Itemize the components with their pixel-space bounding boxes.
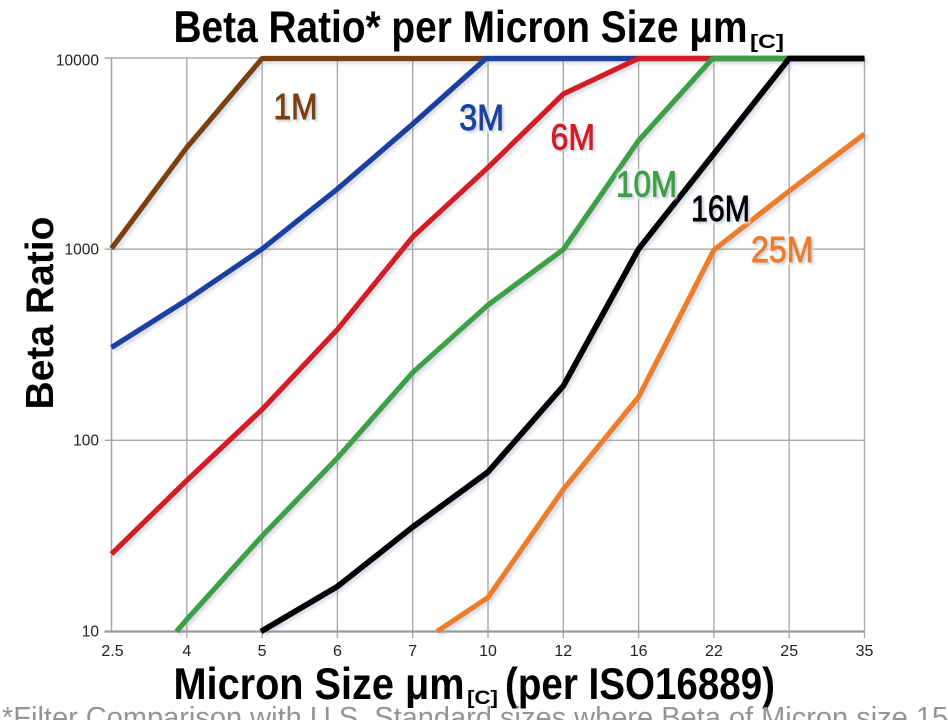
svg-text:10: 10 xyxy=(479,643,497,660)
svg-text:25M: 25M xyxy=(751,229,814,270)
svg-text:1M: 1M xyxy=(274,86,318,127)
svg-text:16M: 16M xyxy=(691,188,750,229)
svg-text:Micron Size μm: Micron Size μm xyxy=(174,660,465,709)
svg-text:10M: 10M xyxy=(616,164,677,205)
svg-text:22: 22 xyxy=(705,643,723,660)
svg-text:1M: 1M xyxy=(274,86,318,127)
svg-text:[C]: [C] xyxy=(467,688,498,709)
svg-text:4: 4 xyxy=(182,643,191,660)
svg-text:10: 10 xyxy=(82,624,100,641)
svg-text:1000: 1000 xyxy=(65,242,100,259)
svg-text:Beta Ratio* per Micron Size μm: Beta Ratio* per Micron Size μm xyxy=(174,3,748,52)
svg-text:[C]: [C] xyxy=(750,32,784,53)
svg-text:10M: 10M xyxy=(616,164,677,205)
svg-text:100: 100 xyxy=(73,433,99,450)
svg-text:16: 16 xyxy=(630,643,648,660)
svg-text:6M: 6M xyxy=(551,117,595,158)
svg-text:3M: 3M xyxy=(459,97,504,138)
svg-text:35: 35 xyxy=(856,643,874,660)
svg-text:6M: 6M xyxy=(551,117,595,158)
svg-text:5: 5 xyxy=(258,643,267,660)
svg-text:16M: 16M xyxy=(691,188,750,229)
svg-text:12: 12 xyxy=(554,643,572,660)
svg-text:(per ISO16889): (per ISO16889) xyxy=(505,660,775,709)
svg-text:25M: 25M xyxy=(751,229,814,270)
svg-text:6: 6 xyxy=(333,643,342,660)
svg-text:Beta Ratio: Beta Ratio xyxy=(19,217,62,410)
svg-text:*Filter Comparison with U.S. S: *Filter Comparison with U.S. Standard si… xyxy=(2,702,948,720)
svg-text:7: 7 xyxy=(408,643,417,660)
svg-text:10000: 10000 xyxy=(56,52,99,69)
svg-text:25: 25 xyxy=(780,643,798,660)
svg-text:2.5: 2.5 xyxy=(101,643,123,660)
svg-text:3M: 3M xyxy=(459,97,504,138)
